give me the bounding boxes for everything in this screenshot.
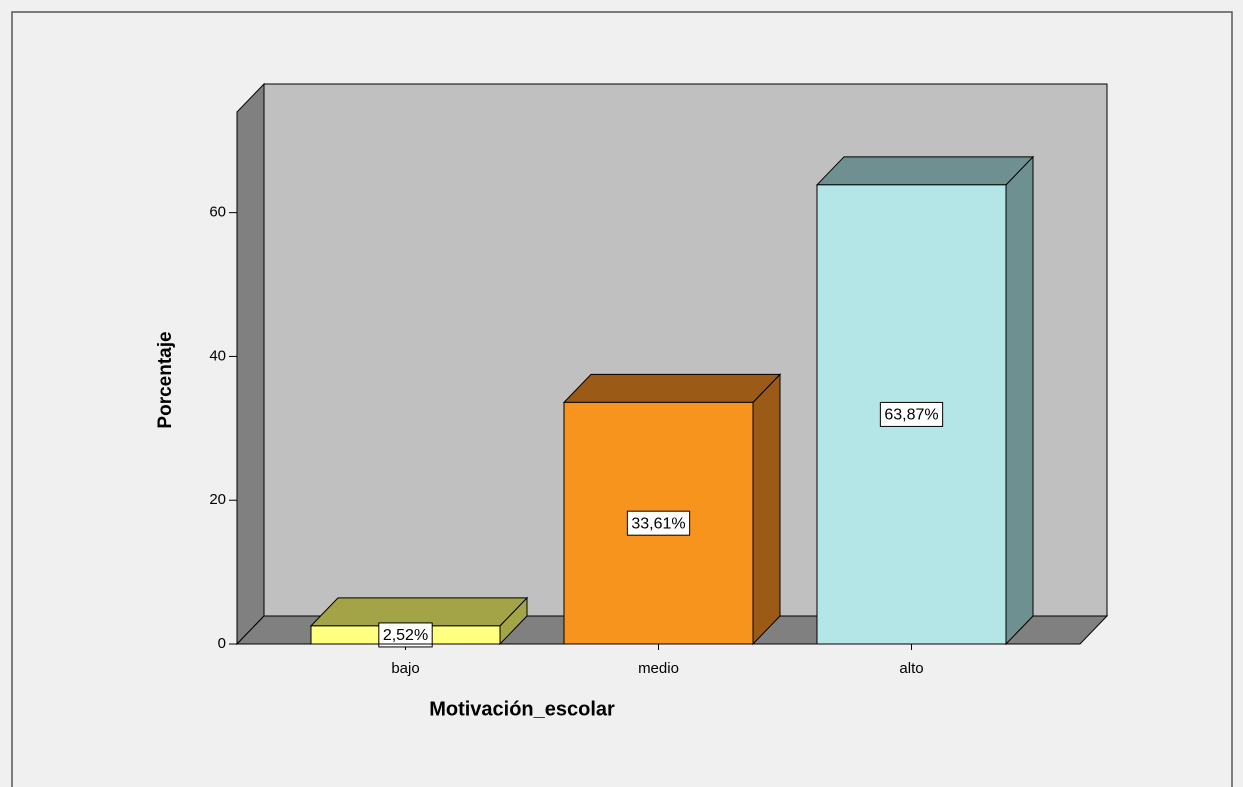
y-tick-label: 20 <box>209 491 226 508</box>
bar-top <box>815 156 1035 186</box>
value-label-box <box>879 401 944 427</box>
x-tick-label: alto <box>899 660 923 677</box>
left-wall <box>236 82 265 646</box>
y-axis-title: Porcentaje <box>155 331 176 428</box>
value-label: 33,61% <box>631 515 685 532</box>
y-tick-label: 40 <box>209 347 226 364</box>
y-tick-label: 0 <box>218 635 226 652</box>
bar-side <box>752 373 781 646</box>
x-axis-title: Motivación_escolar <box>429 698 615 720</box>
bar-top <box>562 373 782 403</box>
value-label: 2,52% <box>383 627 428 644</box>
bar-side <box>1005 155 1034 646</box>
y-tick-label: 60 <box>209 204 226 221</box>
value-label: 63,87% <box>884 407 938 424</box>
x-tick-label: bajo <box>391 660 419 677</box>
x-tick-label: medio <box>638 660 679 677</box>
bar-top <box>309 597 529 627</box>
value-label-box <box>626 510 691 536</box>
value-label-box <box>378 622 433 648</box>
